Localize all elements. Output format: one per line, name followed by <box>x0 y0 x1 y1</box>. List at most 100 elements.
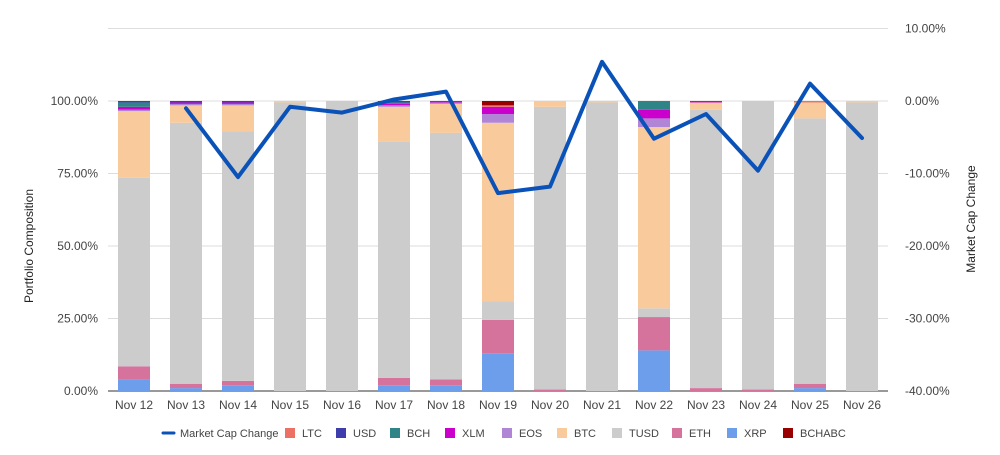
x-tick-label: Nov 26 <box>843 398 881 412</box>
bar-xlm-nov-12 <box>118 106 150 110</box>
bar-xrp-nov-18 <box>430 385 462 391</box>
bar-xrp-nov-12 <box>118 379 150 391</box>
bar-eos-nov-18 <box>430 102 462 104</box>
bar-eth-nov-24 <box>742 389 774 391</box>
legend-label-btc: BTC <box>574 428 596 440</box>
bar-usd-nov-14 <box>222 101 254 103</box>
bar-btc-nov-26 <box>846 101 878 103</box>
x-tick-label: Nov 17 <box>375 398 413 412</box>
bar-ltc-nov-19 <box>482 105 514 107</box>
bar-xlm-nov-18 <box>430 101 462 103</box>
bar-xrp-nov-13 <box>170 388 202 391</box>
bar-tusd-nov-21 <box>586 102 618 391</box>
bar-eth-nov-20 <box>534 389 566 391</box>
bar-xlm-nov-19 <box>482 106 514 115</box>
bar-ltc-nov-25 <box>794 101 826 103</box>
bar-eth-nov-22 <box>638 317 670 351</box>
legend-label-eth: ETH <box>689 428 711 440</box>
bar-bch-nov-17 <box>378 102 410 104</box>
x-tick-label: Nov 24 <box>739 398 777 412</box>
bar-tusd-nov-25 <box>794 118 826 384</box>
bar-tusd-nov-26 <box>846 102 878 391</box>
x-tick-label: Nov 25 <box>791 398 829 412</box>
x-tick-label: Nov 13 <box>167 398 205 412</box>
y-tick-left: 0.00% <box>64 384 98 398</box>
bar-btc-nov-17 <box>378 106 410 142</box>
bar-tusd-nov-12 <box>118 177 150 367</box>
bar-eos-nov-13 <box>170 103 202 106</box>
bar-btc-nov-25 <box>794 102 826 119</box>
bar-btc-nov-20 <box>534 101 566 107</box>
bar-eth-nov-14 <box>222 380 254 386</box>
x-tick-label: Nov 21 <box>583 398 621 412</box>
bar-btc-nov-12 <box>118 111 150 178</box>
legend-label-usd: USD <box>353 428 376 440</box>
bar-usd-nov-13 <box>170 101 202 103</box>
bar-eos-nov-19 <box>482 114 514 123</box>
x-tick-label: Nov 14 <box>219 398 257 412</box>
legend-label-market-cap-change: Market Cap Change <box>180 428 278 440</box>
bar-btc-nov-21 <box>586 101 618 103</box>
bar-tusd-nov-18 <box>430 132 462 380</box>
bar-usd-nov-12 <box>118 101 150 103</box>
legend-swatch-xrp <box>727 428 737 438</box>
x-tick-label: Nov 16 <box>323 398 361 412</box>
legend-swatch-xlm <box>445 428 455 438</box>
legend-swatch-bchabc <box>783 428 793 438</box>
bar-xlm-nov-17 <box>378 103 410 106</box>
bar-tusd-nov-23 <box>690 109 722 389</box>
legend-label-bch: BCH <box>407 428 430 440</box>
legend-swatch-tusd <box>612 428 622 438</box>
x-tick-label: Nov 12 <box>115 398 153 412</box>
bar-tusd-nov-24 <box>742 101 774 390</box>
bar-xlm-nov-23 <box>690 101 722 103</box>
bar-tusd-nov-20 <box>534 106 566 390</box>
legend-swatch-bch <box>390 428 400 438</box>
bar-xrp-nov-19 <box>482 353 514 391</box>
y-tick-right: 10.00% <box>905 22 946 36</box>
bar-tusd-nov-15 <box>274 102 306 391</box>
bar-bch-nov-22 <box>638 101 670 110</box>
bar-btc-nov-18 <box>430 103 462 133</box>
x-tick-label: Nov 23 <box>687 398 725 412</box>
bar-bch-nov-12 <box>118 102 150 107</box>
y-tick-left: 25.00% <box>57 312 98 326</box>
bar-eth-nov-17 <box>378 377 410 386</box>
stacked-bars <box>118 101 878 391</box>
bar-eos-nov-17 <box>378 105 410 107</box>
x-tick-label: Nov 18 <box>427 398 465 412</box>
y-tick-right: -20.00% <box>905 239 950 253</box>
bar-eth-nov-12 <box>118 366 150 380</box>
bar-xrp-nov-25 <box>794 388 826 391</box>
legend-label-ltc: LTC <box>302 428 322 440</box>
bar-eth-nov-23 <box>690 388 722 391</box>
bar-xrp-nov-14 <box>222 385 254 391</box>
bar-tusd-nov-13 <box>170 122 202 384</box>
x-tick-label: Nov 19 <box>479 398 517 412</box>
bar-xrp-nov-22 <box>638 350 670 391</box>
bar-tusd-nov-16 <box>326 101 358 391</box>
bar-tusd-nov-19 <box>482 301 514 320</box>
bar-eth-nov-18 <box>430 379 462 386</box>
bar-eth-nov-13 <box>170 383 202 389</box>
legend-label-eos: EOS <box>519 428 542 440</box>
market-cap-change-line <box>184 59 864 196</box>
y-tick-right: -10.00% <box>905 167 950 181</box>
legend-label-tusd: TUSD <box>629 428 659 440</box>
legend-swatch-eos <box>502 428 512 438</box>
bar-btc-nov-19 <box>482 122 514 302</box>
legend-swatch-ltc <box>285 428 295 438</box>
legend-label-xrp: XRP <box>744 428 767 440</box>
legend-label-xlm: XLM <box>462 428 485 440</box>
y-tick-left: 50.00% <box>57 239 98 253</box>
legend-swatch-btc <box>557 428 567 438</box>
x-tick-label: Nov 22 <box>635 398 673 412</box>
market-cap-line <box>184 59 864 196</box>
x-tick-label: Nov 15 <box>271 398 309 412</box>
bar-btc-nov-15 <box>274 101 306 103</box>
axes: 0.00% 25.00% 50.00% 75.00% 100.00% -40.00% -30… <box>51 22 950 413</box>
bar-eos-nov-14 <box>222 103 254 106</box>
bar-eos-nov-22 <box>638 118 670 128</box>
legend-swatch-usd <box>336 428 346 438</box>
